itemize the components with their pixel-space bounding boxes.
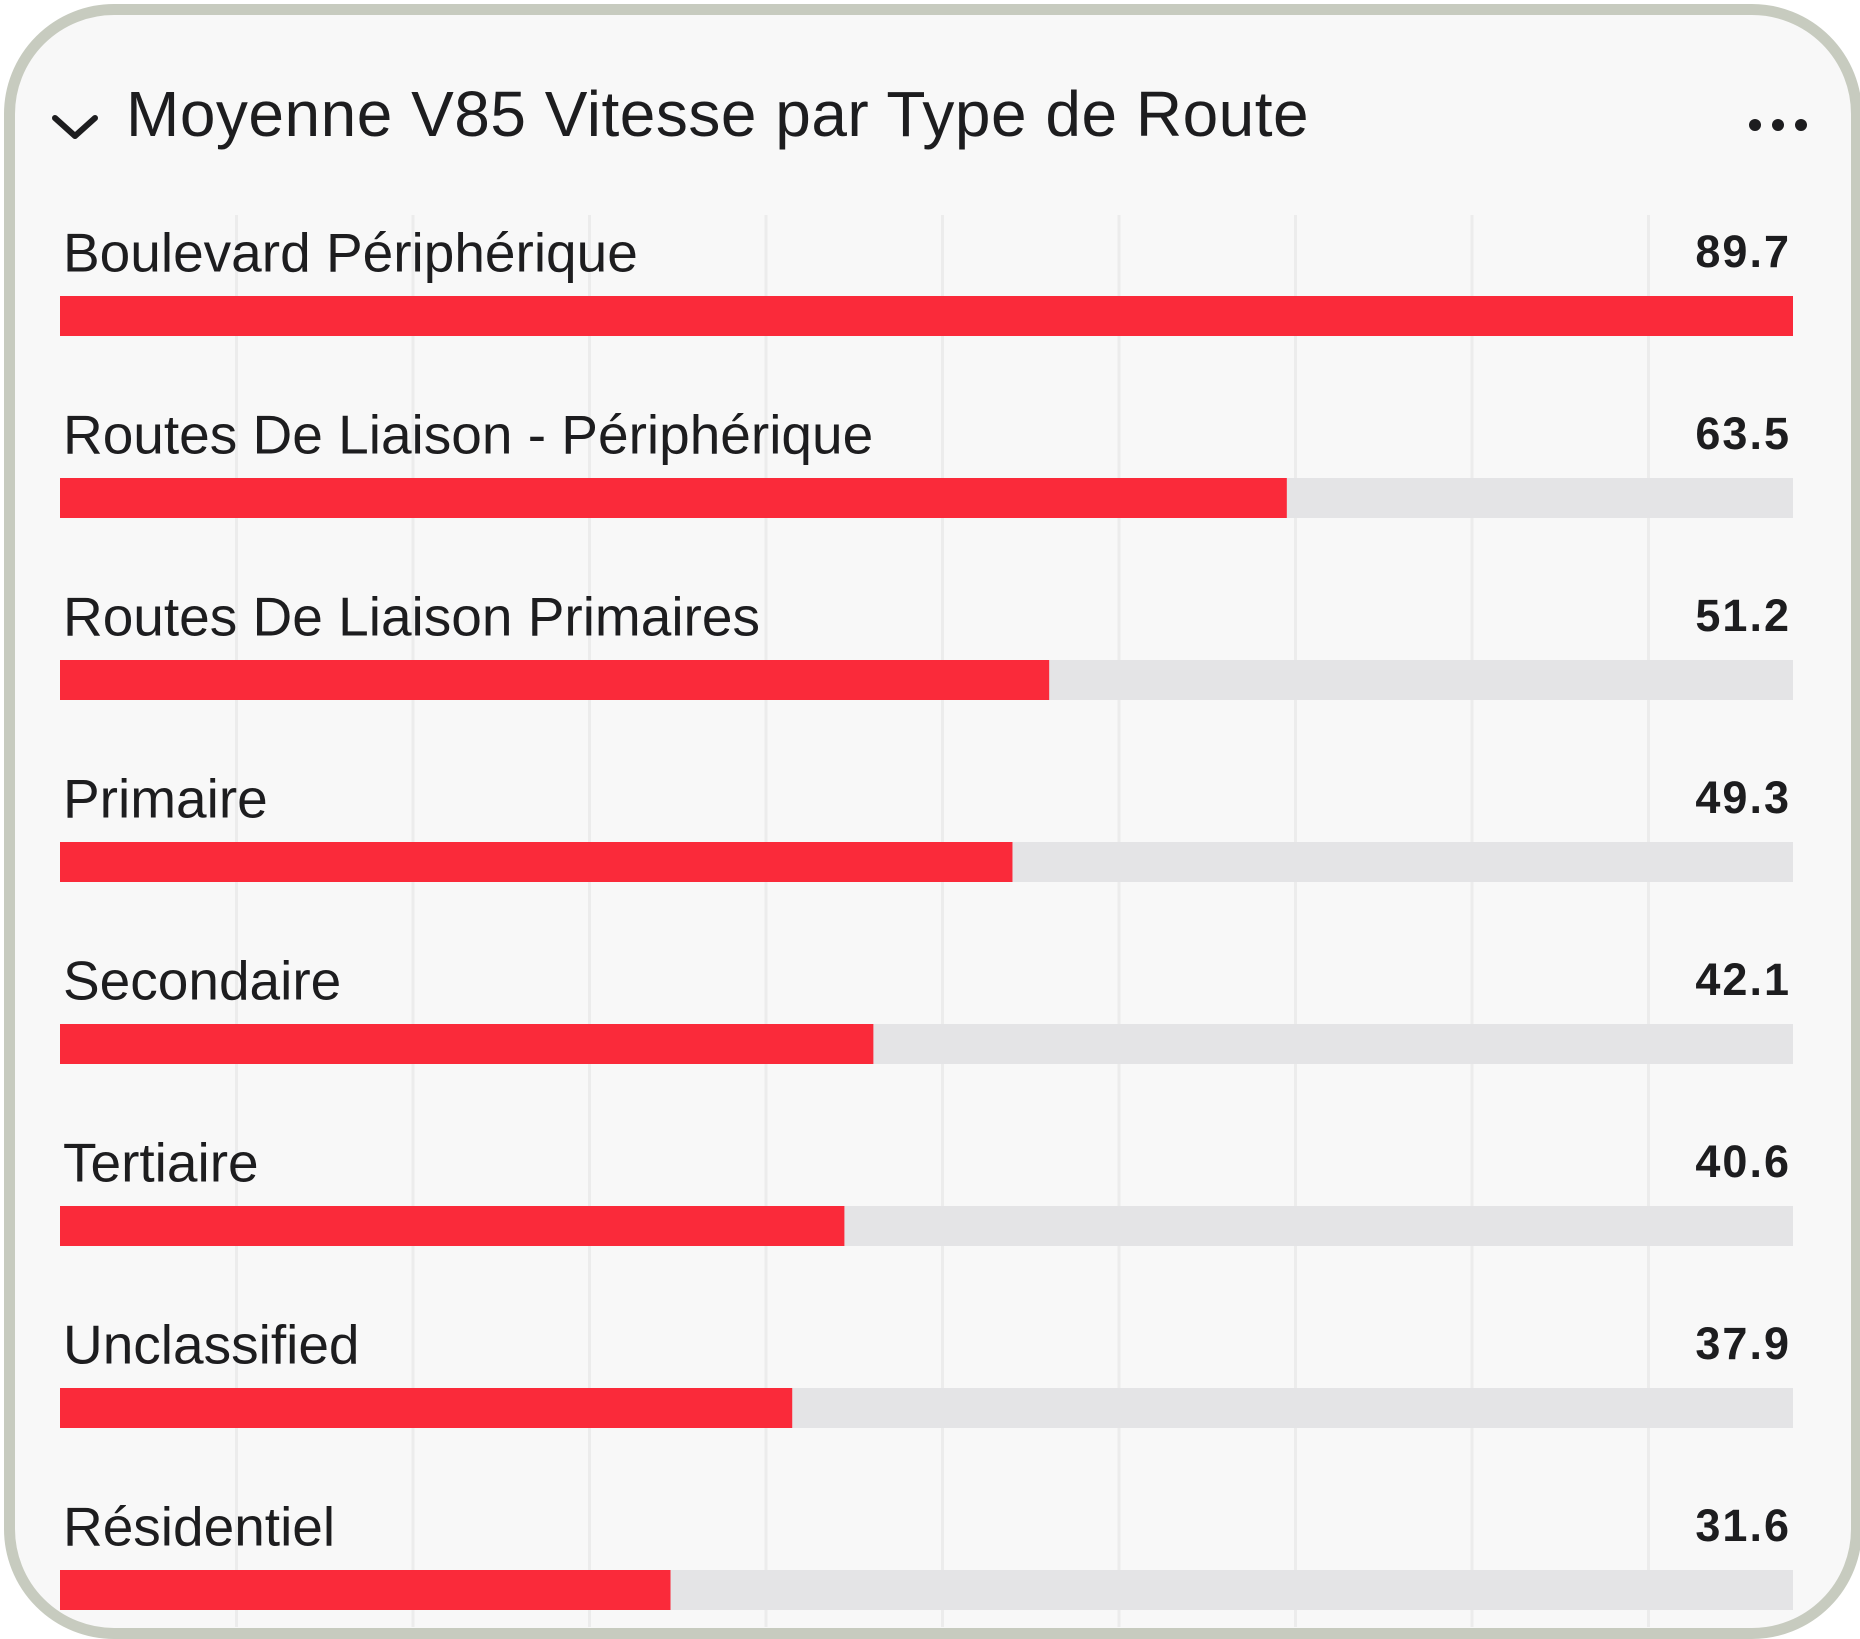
category-label: Boulevard Périphérique (63, 222, 638, 284)
bar (60, 478, 1287, 518)
bar (60, 1570, 671, 1610)
value-label: 42.1 (1695, 954, 1791, 1005)
value-label: 49.3 (1695, 772, 1791, 823)
category-label: Primaire (63, 768, 268, 830)
category-label: Unclassified (63, 1314, 360, 1376)
bar (60, 1024, 874, 1064)
value-label: 40.6 (1695, 1136, 1791, 1187)
value-label: 51.2 (1695, 590, 1791, 641)
chart-card: Moyenne V85 Vitesse par Type de Route Bo… (4, 4, 1860, 1639)
category-label: Tertiaire (63, 1132, 259, 1194)
category-label: Routes De Liaison - Périphérique (63, 404, 873, 466)
category-label: Secondaire (63, 950, 341, 1012)
bar-chart: Boulevard Périphérique 89.7 Routes De Liai… (60, 215, 1793, 1627)
bar (60, 842, 1013, 882)
category-label: Résidentiel (63, 1496, 335, 1558)
value-label: 63.5 (1695, 408, 1791, 459)
bar (60, 1388, 793, 1428)
category-label: Routes De Liaison Primaires (63, 586, 760, 648)
card-header: Moyenne V85 Vitesse par Type de Route (15, 15, 1851, 205)
chart-title: Moyenne V85 Vitesse par Type de Route (126, 78, 1310, 150)
value-label: 31.6 (1695, 1500, 1791, 1551)
value-label: 37.9 (1695, 1318, 1791, 1369)
bar (60, 660, 1050, 700)
value-label: 89.7 (1695, 226, 1791, 277)
chevron-down-icon[interactable] (45, 100, 105, 160)
bar (60, 296, 1793, 336)
more-horizontal-icon[interactable] (1743, 105, 1813, 145)
bar (60, 1206, 845, 1246)
